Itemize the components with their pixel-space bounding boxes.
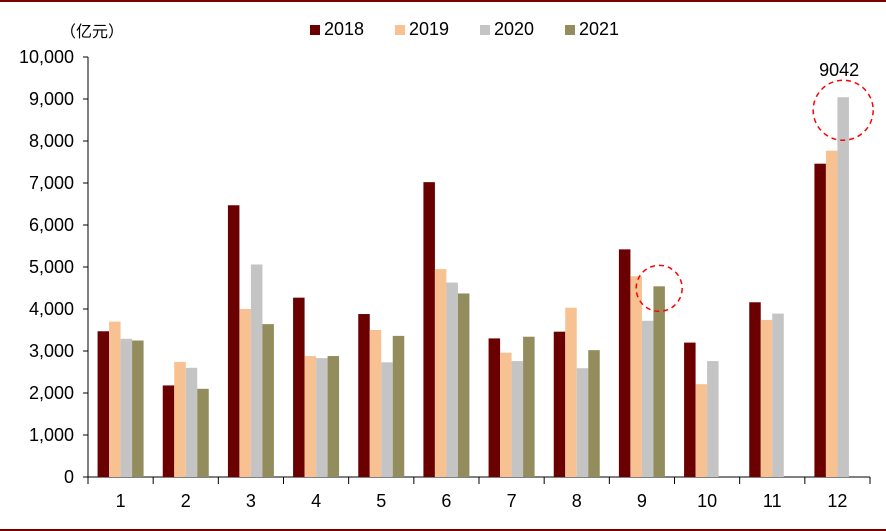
bar-2020-9 — [641, 320, 654, 477]
bar-2019-2 — [174, 361, 186, 477]
y-tick-label: 9,000 — [29, 89, 74, 109]
legend-label-2019: 2019 — [409, 19, 449, 39]
bar-2018-9 — [618, 249, 631, 477]
bar-2020-12 — [837, 97, 849, 478]
bar-2019-5 — [369, 330, 382, 477]
y-tick-label: 6,000 — [29, 215, 74, 235]
bar-2021-3 — [262, 324, 274, 477]
legend-label-2020: 2020 — [494, 19, 534, 39]
bar-2020-4 — [316, 358, 328, 477]
legend-swatch-2020 — [480, 25, 490, 35]
bar-2021-6 — [457, 293, 470, 477]
bar-2020-7 — [511, 361, 524, 477]
y-tick-label: 0 — [64, 467, 74, 487]
bar-2019-1 — [109, 321, 121, 477]
legend-label-2021: 2021 — [579, 19, 619, 39]
y-tick-label: 5,000 — [29, 257, 74, 277]
y-tick-label: 4,000 — [29, 299, 74, 319]
bar-2020-3 — [250, 264, 263, 477]
value-annotation-12: 9042 — [819, 60, 859, 80]
x-tick-label: 8 — [572, 491, 582, 511]
bar-2020-11 — [772, 313, 784, 477]
unit-label: （亿元） — [60, 22, 124, 41]
bar-2018-1 — [97, 331, 110, 477]
legend-swatch-2018 — [310, 25, 320, 35]
bar-2019-3 — [239, 309, 251, 477]
bar-2019-10 — [695, 384, 708, 477]
bar-2018-4 — [293, 297, 305, 477]
bar-2021-4 — [327, 356, 340, 477]
y-tick-label: 3,000 — [29, 341, 74, 361]
x-tick-label: 12 — [827, 491, 847, 511]
bar-2018-7 — [488, 338, 501, 477]
bar-2020-5 — [381, 362, 393, 477]
bar-2021-5 — [392, 335, 405, 477]
y-tick-label: 1,000 — [29, 425, 74, 445]
x-tick-label: 7 — [507, 491, 517, 511]
bar-2020-2 — [185, 367, 198, 477]
bar-2021-2 — [197, 388, 209, 477]
bar-2020-1 — [120, 338, 133, 477]
x-tick-label: 1 — [116, 491, 126, 511]
x-tick-label: 9 — [637, 491, 647, 511]
highlight-circle-12 — [812, 79, 874, 141]
bar-2019-12 — [825, 150, 838, 477]
bar-2018-2 — [162, 385, 175, 477]
bar-2021-9 — [653, 286, 665, 477]
bar-2018-8 — [553, 331, 566, 477]
x-tick-label: 5 — [376, 491, 386, 511]
bar-2019-8 — [565, 307, 577, 477]
bar-2020-10 — [707, 361, 719, 477]
bar-2019-6 — [434, 269, 447, 477]
bar-2018-11 — [749, 302, 761, 477]
x-tick-label: 6 — [441, 491, 451, 511]
x-tick-label: 2 — [181, 491, 191, 511]
x-tick-label: 10 — [697, 491, 717, 511]
x-tick-label: 4 — [311, 491, 321, 511]
y-tick-label: 10,000 — [19, 47, 74, 67]
legend-label-2018: 2018 — [324, 19, 364, 39]
bar-2021-7 — [523, 336, 535, 477]
bar-2018-6 — [423, 182, 435, 477]
y-tick-label: 7,000 — [29, 173, 74, 193]
highlight-circle-9 — [635, 264, 683, 313]
x-tick-label: 11 — [763, 491, 782, 511]
bar-2021-1 — [132, 340, 144, 477]
legend-swatch-2021 — [565, 25, 575, 35]
bar-2018-10 — [684, 342, 696, 477]
bar-2018-3 — [227, 205, 240, 477]
legend-swatch-2019 — [395, 25, 405, 35]
bar-2019-4 — [304, 356, 317, 477]
x-tick-label: 3 — [246, 491, 256, 511]
bar-2020-8 — [576, 368, 589, 477]
bar-2020-6 — [446, 282, 458, 477]
bar-2018-5 — [358, 314, 370, 477]
bar-2021-8 — [588, 350, 600, 477]
bar-2018-12 — [814, 163, 826, 477]
y-tick-label: 8,000 — [29, 131, 74, 151]
bar-2019-7 — [500, 352, 512, 477]
y-tick-label: 2,000 — [29, 383, 74, 403]
bar-2019-9 — [630, 276, 642, 477]
bar-2019-11 — [760, 319, 773, 477]
